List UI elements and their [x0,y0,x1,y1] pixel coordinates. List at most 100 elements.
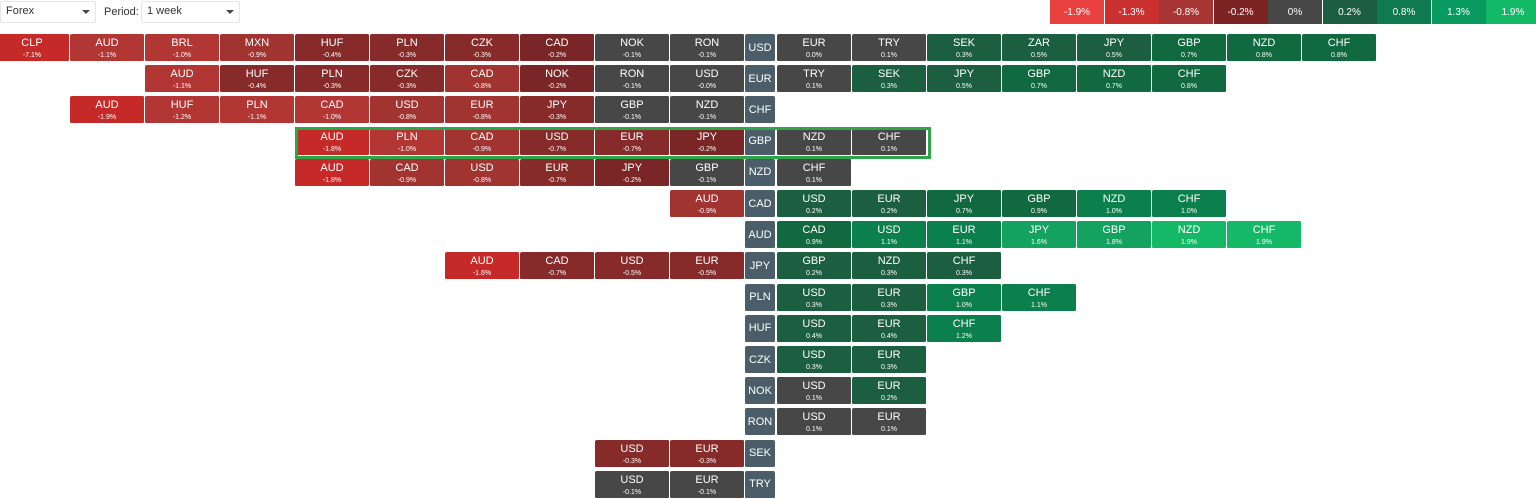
pair-tile-chf-huf[interactable]: HUF -1.2% [145,96,220,125]
pair-change: -1.8% [322,145,342,153]
pair-tile-cad-chf[interactable]: CHF 1.0% [1152,190,1227,218]
pair-tile-chf-jpy[interactable]: JPY -0.3% [520,96,595,125]
pair-tile-jpy-aud[interactable]: AUD -1.6% [445,252,520,281]
pair-tile-jpy-chf[interactable]: CHF 0.3% [927,252,1002,281]
pair-tile-try-usd[interactable]: USD -0.1% [595,470,670,499]
pair-tile-nok-eur[interactable]: EUR 0.2% [852,377,927,406]
pair-tile-nzd-cad[interactable]: CAD -0.9% [370,158,445,187]
pair-tile-eur-nok[interactable]: NOK -0.2% [520,65,595,94]
pair-tile-eur-pln[interactable]: PLN -0.3% [295,65,370,94]
pair-tile-usd-aud[interactable]: AUD -1.1% [70,34,145,62]
pair-tile-jpy-cad[interactable]: CAD -0.7% [520,252,595,281]
pair-tile-gbp-usd[interactable]: USD -0.7% [520,127,595,156]
pair-tile-usd-pln[interactable]: PLN -0.3% [370,34,445,62]
pair-tile-eur-sek[interactable]: SEK 0.3% [852,65,927,94]
pair-tile-aud-usd[interactable]: USD 1.1% [852,221,927,250]
pair-tile-eur-ron[interactable]: RON -0.1% [595,65,670,94]
pair-tile-huf-chf[interactable]: CHF 1.2% [927,314,1002,343]
pair-tile-cad-nzd[interactable]: NZD 1.0% [1077,190,1152,218]
pair-tile-usd-sek[interactable]: SEK 0.3% [927,34,1002,62]
pair-tile-gbp-nzd[interactable]: NZD 0.1% [777,127,852,156]
pair-tile-eur-huf[interactable]: HUF -0.4% [220,65,295,94]
pair-tile-eur-cad[interactable]: CAD -0.8% [445,65,520,94]
pair-tile-nzd-chf[interactable]: CHF 0.1% [777,158,852,187]
pair-tile-nzd-eur[interactable]: EUR -0.7% [520,158,595,187]
market-select[interactable]: Forex [0,1,96,23]
pair-tile-chf-gbp[interactable]: GBP -0.1% [595,96,670,125]
pair-tile-chf-eur[interactable]: EUR -0.8% [445,96,520,125]
pair-tile-usd-mxn[interactable]: MXN -0.9% [220,34,295,62]
pair-tile-usd-eur[interactable]: EUR 0.0% [777,34,852,62]
pair-tile-gbp-aud[interactable]: AUD -1.8% [295,127,370,156]
pair-tile-nzd-aud[interactable]: AUD -1.8% [295,158,370,187]
pair-tile-usd-brl[interactable]: BRL -1.0% [145,34,220,62]
pair-tile-gbp-chf[interactable]: CHF 0.1% [852,127,927,156]
pair-tile-aud-nzd[interactable]: NZD 1.9% [1152,221,1227,250]
pair-change: 0.7% [1181,52,1197,59]
pair-tile-chf-cad[interactable]: CAD -1.0% [295,96,370,125]
pair-currency: EUR [545,161,569,174]
pair-tile-ron-eur[interactable]: EUR 0.1% [852,408,927,437]
pair-tile-sek-usd[interactable]: USD -0.3% [595,439,670,468]
pair-tile-usd-zar[interactable]: ZAR 0.5% [1002,34,1077,62]
pair-tile-chf-aud[interactable]: AUD -1.9% [70,96,145,125]
pair-tile-gbp-pln[interactable]: PLN -1.0% [370,127,445,156]
pair-tile-usd-ron[interactable]: RON -0.1% [670,34,745,62]
pair-tile-czk-eur[interactable]: EUR 0.3% [852,346,927,374]
pair-tile-cad-eur[interactable]: EUR 0.2% [852,190,927,218]
pair-tile-cad-usd[interactable]: USD 0.2% [777,190,852,218]
pair-tile-chf-usd[interactable]: USD -0.8% [370,96,445,125]
pair-tile-eur-aud[interactable]: AUD -1.1% [145,65,220,94]
pair-tile-huf-eur[interactable]: EUR 0.4% [852,314,927,343]
pair-change: 0.5% [1106,52,1122,59]
pair-tile-aud-gbp[interactable]: GBP 1.8% [1077,221,1152,250]
pair-tile-nzd-usd[interactable]: USD -0.8% [445,158,520,187]
pair-tile-eur-try[interactable]: TRY 0.1% [777,65,852,94]
pair-tile-usd-cad[interactable]: CAD -0.2% [520,34,595,62]
pair-tile-eur-usd[interactable]: USD -0.0% [670,65,745,94]
pair-tile-usd-jpy[interactable]: JPY 0.5% [1077,34,1152,62]
pair-tile-aud-jpy[interactable]: JPY 1.6% [1002,221,1077,250]
pair-tile-try-eur[interactable]: EUR -0.1% [670,470,745,499]
pair-tile-huf-usd[interactable]: USD 0.4% [777,314,852,343]
pair-tile-usd-clp[interactable]: CLP -7.1% [0,34,70,62]
pair-tile-eur-gbp[interactable]: GBP 0.7% [1002,65,1077,94]
pair-tile-eur-nzd[interactable]: NZD 0.7% [1077,65,1152,94]
pair-tile-usd-huf[interactable]: HUF -0.4% [295,34,370,62]
pair-tile-aud-chf[interactable]: CHF 1.9% [1227,221,1302,250]
pair-tile-pln-chf[interactable]: CHF 1.1% [1002,283,1077,312]
pair-tile-eur-chf[interactable]: CHF 0.8% [1152,65,1227,94]
pair-tile-cad-aud[interactable]: AUD -0.9% [670,190,745,218]
period-select[interactable]: 1 week [141,1,240,23]
pair-tile-gbp-jpy[interactable]: JPY -0.2% [670,127,745,156]
pair-tile-usd-nzd[interactable]: NZD 0.8% [1227,34,1302,62]
pair-tile-jpy-nzd[interactable]: NZD 0.3% [852,252,927,281]
pair-tile-usd-nok[interactable]: NOK -0.1% [595,34,670,62]
pair-tile-jpy-gbp[interactable]: GBP 0.2% [777,252,852,281]
pair-tile-gbp-cad[interactable]: CAD -0.9% [445,127,520,156]
pair-tile-chf-nzd[interactable]: NZD -0.1% [670,96,745,125]
pair-tile-jpy-eur[interactable]: EUR -0.5% [670,252,745,281]
pair-tile-nzd-gbp[interactable]: GBP -0.1% [670,158,745,187]
pair-tile-jpy-usd[interactable]: USD -0.5% [595,252,670,281]
pair-tile-eur-czk[interactable]: CZK -0.3% [370,65,445,94]
pair-tile-pln-gbp[interactable]: GBP 1.0% [927,283,1002,312]
pair-tile-usd-chf[interactable]: CHF 0.8% [1302,34,1377,62]
pair-tile-sek-eur[interactable]: EUR -0.3% [670,439,745,468]
pair-tile-cad-jpy[interactable]: JPY 0.7% [927,190,1002,218]
pair-tile-pln-eur[interactable]: EUR 0.3% [852,283,927,312]
pair-tile-usd-czk[interactable]: CZK -0.3% [445,34,520,62]
pair-tile-gbp-eur[interactable]: EUR -0.7% [595,127,670,156]
pair-tile-chf-pln[interactable]: PLN -1.1% [220,96,295,125]
pair-tile-nzd-jpy[interactable]: JPY -0.2% [595,158,670,187]
pair-tile-cad-gbp[interactable]: GBP 0.9% [1002,190,1077,218]
pair-tile-pln-usd[interactable]: USD 0.3% [777,283,852,312]
pair-tile-ron-usd[interactable]: USD 0.1% [777,408,852,437]
pair-tile-usd-gbp[interactable]: GBP 0.7% [1152,34,1227,62]
pair-tile-eur-jpy[interactable]: JPY 0.5% [927,65,1002,94]
pair-tile-usd-try[interactable]: TRY 0.1% [852,34,927,62]
pair-tile-czk-usd[interactable]: USD 0.3% [777,346,852,374]
pair-tile-nok-usd[interactable]: USD 0.1% [777,377,852,406]
pair-tile-aud-eur[interactable]: EUR 1.1% [927,221,1002,250]
pair-tile-aud-cad[interactable]: CAD 0.9% [777,221,852,250]
